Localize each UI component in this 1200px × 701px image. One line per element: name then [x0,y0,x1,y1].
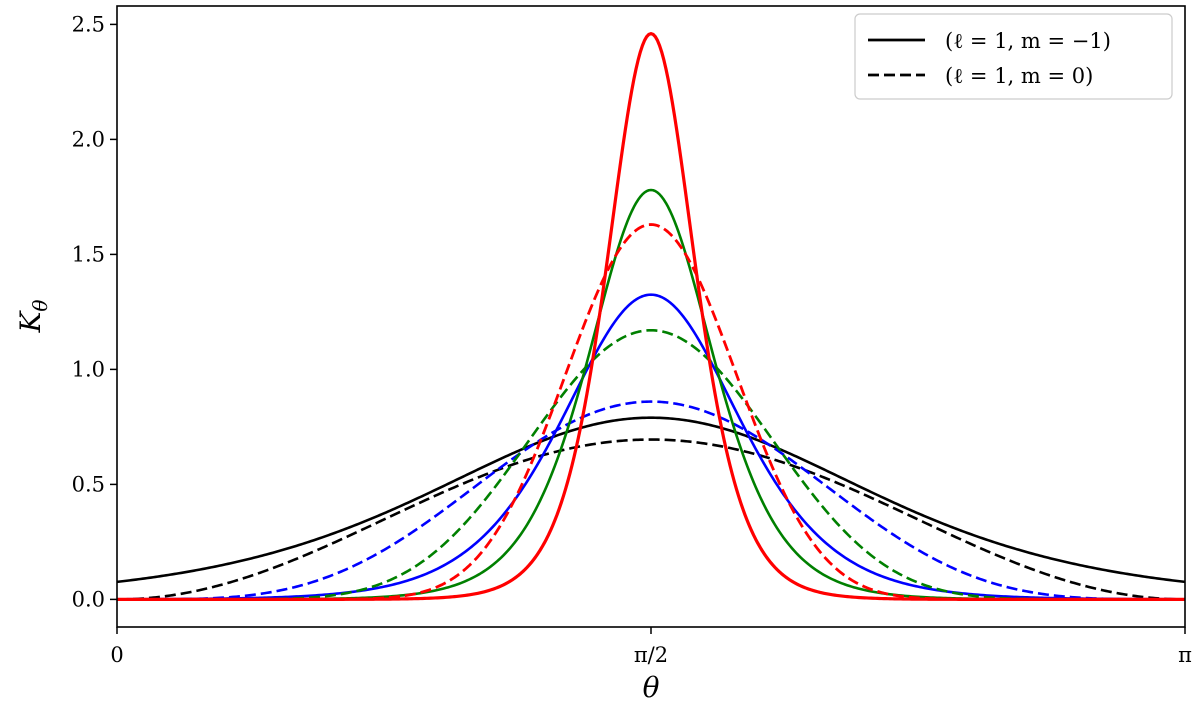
y-axis-label: Kθ [14,300,52,334]
x-tick-label-1: π/2 [634,643,668,667]
y-tick-label-5: 2.5 [72,12,105,36]
x-axis: 0 π/2 π [110,627,1192,667]
series-line-4 [117,188,1185,601]
legend: (ℓ = 1, m = −1) (ℓ = 1, m = 0) [854,13,1173,100]
y-tick-label-4: 2.0 [72,127,105,151]
series-line-1 [116,438,1186,601]
series-line-2 [117,293,1185,601]
series-line-7 [117,223,1185,601]
x-tick-label-0: 0 [110,643,123,667]
series-line-0 [116,416,1186,584]
y-axis-label-main: K [14,309,47,333]
x-axis-label: θ [643,671,660,701]
y-tick-label-1: 0.5 [72,472,105,496]
y-tick-label-3: 1.5 [72,242,105,266]
series-line-5 [117,329,1185,601]
series-lines [116,32,1186,601]
series-line-6 [117,32,1185,601]
legend-label-dashed: (ℓ = 1, m = 0) [945,64,1093,88]
y-tick-label-2: 1.0 [72,357,105,381]
y-tick-label-0: 0.0 [72,587,105,611]
x-tick-label-2: π [1178,643,1192,667]
series-line-3 [117,400,1185,601]
legend-box [854,13,1173,100]
y-axis-label-subscript: θ [28,300,52,312]
y-axis: 0.0 0.5 1.0 1.5 2.0 2.5 [72,12,117,611]
legend-label-solid: (ℓ = 1, m = −1) [945,29,1111,53]
